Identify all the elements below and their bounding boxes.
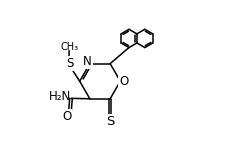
Text: O: O	[62, 109, 72, 123]
Text: CH₃: CH₃	[60, 42, 79, 52]
Text: S: S	[106, 115, 114, 128]
Text: H₂N: H₂N	[49, 90, 71, 103]
Text: S: S	[66, 57, 74, 70]
Text: O: O	[119, 75, 128, 88]
Text: N: N	[83, 55, 92, 68]
